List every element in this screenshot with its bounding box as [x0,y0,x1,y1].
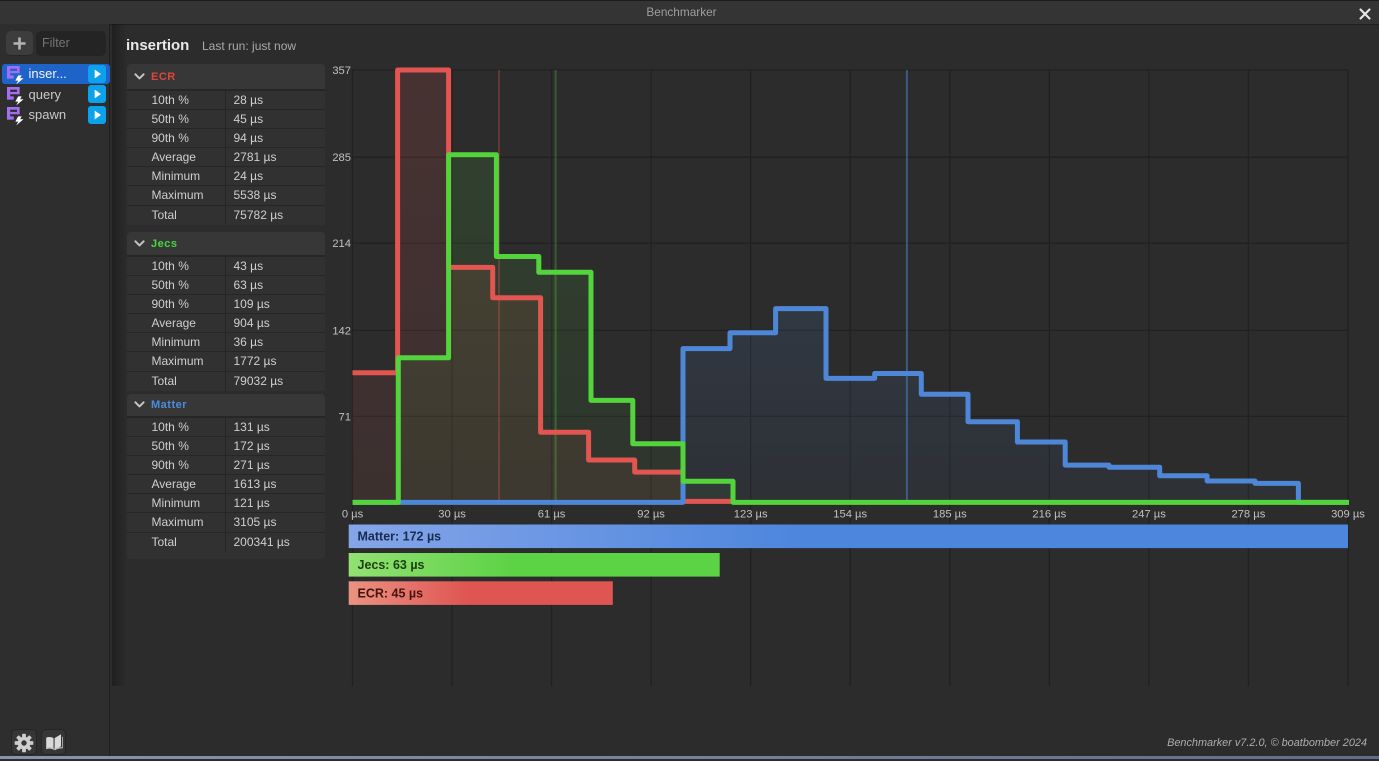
svg-text:0 µs: 0 µs [342,509,364,521]
svg-text:142: 142 [332,325,351,337]
svg-text:61 µs: 61 µs [538,509,566,521]
svg-text:278 µs: 278 µs [1231,509,1265,521]
svg-text:309 µs: 309 µs [1331,509,1365,521]
svg-text:ECR: 45 µs: ECR: 45 µs [358,586,424,600]
svg-text:216 µs: 216 µs [1032,509,1066,521]
svg-text:71: 71 [339,411,351,423]
svg-text:285: 285 [332,152,351,164]
svg-text:154 µs: 154 µs [833,509,867,521]
svg-text:185 µs: 185 µs [933,509,967,521]
svg-text:Matter: 172 µs: Matter: 172 µs [358,530,442,544]
svg-text:247 µs: 247 µs [1132,509,1166,521]
svg-text:123 µs: 123 µs [734,509,768,521]
svg-text:30 µs: 30 µs [438,509,466,521]
svg-text:357: 357 [332,65,351,77]
svg-text:214: 214 [332,238,351,250]
svg-text:92 µs: 92 µs [637,509,665,521]
svg-text:Jecs: 63 µs: Jecs: 63 µs [358,558,425,572]
